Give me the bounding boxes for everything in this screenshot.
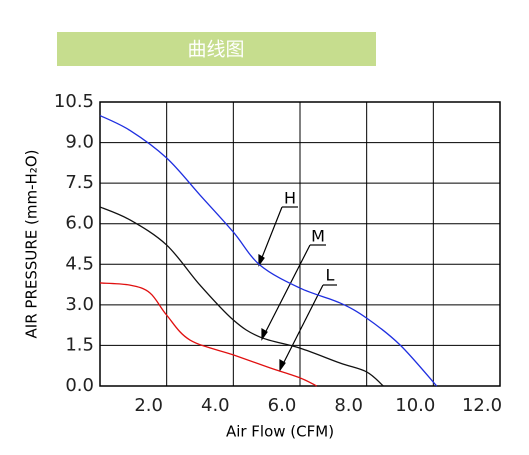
- annotation-arrows: [258, 206, 337, 372]
- curve: [99, 206, 384, 387]
- x-tick-label: 6.0: [268, 395, 297, 416]
- y-tick-label: 7.5: [65, 172, 94, 193]
- y-tick-label: 10.5: [54, 91, 94, 112]
- y-tick-label: 9.0: [65, 132, 94, 153]
- y-tick-label: 3.0: [65, 294, 94, 315]
- x-tick-label: 2.0: [134, 395, 163, 416]
- y-tick-label: 6.0: [65, 213, 94, 234]
- y-tick-label: 4.5: [65, 253, 94, 274]
- header-bar: [57, 32, 376, 66]
- header-title: 曲线图: [187, 39, 244, 61]
- curve: [99, 114, 438, 387]
- series-label: H: [284, 189, 296, 208]
- x-tick-label: 8.0: [334, 395, 363, 416]
- series-label: L: [326, 266, 335, 285]
- x-tick-label: 4.0: [201, 395, 230, 416]
- series-label: M: [311, 227, 325, 246]
- x-tick-label: 12.0: [462, 395, 502, 416]
- x-tick-label: 10.0: [395, 395, 435, 416]
- y-axis-label: AIR PRESSURE (mm-H₂O): [23, 150, 41, 339]
- curve: [99, 282, 317, 387]
- y-tick-label: 1.5: [65, 334, 94, 355]
- x-axis-label: Air Flow (CFM): [226, 423, 334, 441]
- y-tick-label: 0.0: [65, 375, 94, 396]
- plot-frame: [99, 101, 501, 387]
